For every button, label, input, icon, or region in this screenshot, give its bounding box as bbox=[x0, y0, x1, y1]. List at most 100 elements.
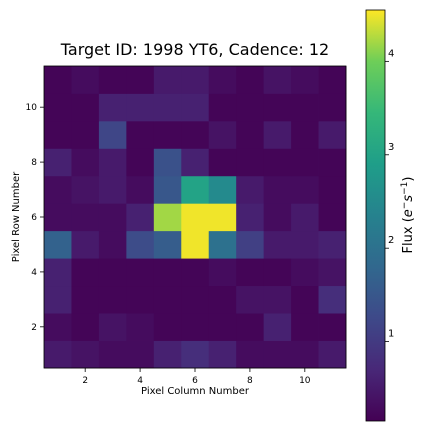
colorbar-ticks: 1 2 3 4 bbox=[385, 48, 394, 343]
colorbar-tick-label: 4 bbox=[388, 48, 394, 59]
heatmap-cell bbox=[263, 93, 292, 122]
heatmap-cell bbox=[181, 285, 210, 314]
heatmap-cell bbox=[236, 285, 265, 314]
heatmap-cell bbox=[236, 93, 265, 122]
heatmap-cell bbox=[291, 230, 319, 259]
heatmap-cell bbox=[98, 93, 127, 122]
x-axis-ticks: 2 4 6 8 10 bbox=[82, 368, 311, 386]
heatmap-cell bbox=[263, 66, 292, 94]
heatmap-cell bbox=[291, 258, 319, 287]
heatmap-cell bbox=[291, 285, 319, 314]
heatmap-cell bbox=[208, 175, 237, 204]
heatmap-cell bbox=[318, 340, 347, 369]
heatmap-cell bbox=[181, 230, 210, 259]
heatmap-cell bbox=[44, 175, 72, 204]
heatmap-cell bbox=[263, 340, 292, 369]
heatmap-cell bbox=[208, 93, 237, 122]
heatmap-cell bbox=[71, 66, 100, 94]
heatmap-cell bbox=[98, 258, 127, 287]
heatmap-cell bbox=[291, 203, 319, 232]
heatmap-cell bbox=[44, 120, 72, 149]
x-tick-label: 4 bbox=[137, 376, 143, 386]
heatmap-cell bbox=[153, 258, 182, 287]
heatmap-cell bbox=[153, 148, 182, 177]
heatmap-cell bbox=[263, 258, 292, 287]
y-axis-ticks: 2 4 6 8 10 bbox=[26, 103, 44, 333]
heatmap-cell bbox=[181, 340, 210, 369]
heatmap-cell bbox=[291, 148, 319, 177]
heatmap-cell bbox=[263, 175, 292, 204]
x-tick-label: 10 bbox=[299, 376, 311, 386]
x-tick-label: 2 bbox=[82, 376, 88, 386]
heatmap-cell bbox=[126, 148, 155, 177]
heatmap-cell bbox=[291, 93, 319, 122]
heatmap-cell bbox=[71, 203, 100, 232]
heatmap-cell bbox=[208, 230, 237, 259]
heatmap-cell bbox=[126, 230, 155, 259]
y-tick-label: 2 bbox=[31, 323, 37, 333]
heatmap-cell bbox=[71, 258, 100, 287]
heatmap-cell bbox=[208, 285, 237, 314]
heatmap-cell bbox=[44, 230, 72, 259]
heatmap-cell bbox=[208, 66, 237, 94]
heatmap-cell bbox=[126, 203, 155, 232]
heatmap-cell bbox=[71, 175, 100, 204]
heatmap-cell bbox=[181, 148, 210, 177]
y-tick-label: 8 bbox=[31, 158, 37, 168]
heatmap-cell bbox=[263, 203, 292, 232]
heatmap-cell bbox=[181, 120, 210, 149]
heatmap-cell bbox=[318, 258, 347, 287]
heatmap-cell bbox=[263, 313, 292, 341]
heatmap-cell bbox=[71, 285, 100, 314]
heatmap-cell bbox=[318, 203, 347, 232]
heatmap-cell bbox=[153, 230, 182, 259]
heatmap-cell bbox=[236, 175, 265, 204]
heatmap-cell bbox=[236, 66, 265, 94]
heatmap-cell bbox=[98, 230, 127, 259]
y-axis-label: Pixel Row Number bbox=[11, 171, 22, 262]
x-axis-label: Pixel Column Number bbox=[141, 386, 250, 397]
heatmap-cell bbox=[98, 120, 127, 149]
heatmap-cell bbox=[318, 175, 347, 204]
heatmap-cell bbox=[71, 120, 100, 149]
heatmap-cell bbox=[98, 203, 127, 232]
heatmap-cell bbox=[263, 230, 292, 259]
heatmap-cell bbox=[208, 258, 237, 287]
heatmap-cell bbox=[71, 313, 100, 341]
heatmap-cell bbox=[208, 340, 237, 369]
heatmap-cell bbox=[71, 148, 100, 177]
heatmap-cell bbox=[236, 313, 265, 341]
heatmap-cell bbox=[318, 285, 347, 314]
heatmap-cell bbox=[181, 175, 210, 204]
heatmap-cell bbox=[98, 175, 127, 204]
heatmap-cell bbox=[71, 230, 100, 259]
heatmap-cell bbox=[44, 66, 72, 94]
heatmap-cell bbox=[236, 340, 265, 369]
heatmap-cell bbox=[236, 203, 265, 232]
heatmap-cell bbox=[126, 93, 155, 122]
heatmap-cell bbox=[126, 66, 155, 94]
heatmap-cell bbox=[98, 340, 127, 369]
colorbar-label: Flux (e−s−1) bbox=[400, 177, 416, 254]
heatmap-cell bbox=[98, 285, 127, 314]
heatmap-cell bbox=[236, 148, 265, 177]
heatmap-cell bbox=[208, 313, 237, 341]
heatmap-cell bbox=[71, 340, 100, 369]
heatmap-cell bbox=[291, 66, 319, 94]
heatmap-cell bbox=[291, 120, 319, 149]
heatmap-cell bbox=[318, 230, 347, 259]
heatmap-cell bbox=[291, 175, 319, 204]
heatmap-cell bbox=[263, 120, 292, 149]
heatmap-cell bbox=[318, 120, 347, 149]
heatmap-cell bbox=[153, 203, 182, 232]
heatmap-cell bbox=[44, 340, 72, 369]
heatmap-cell bbox=[98, 313, 127, 341]
heatmap-cell bbox=[44, 258, 72, 287]
heatmap-cell bbox=[44, 148, 72, 177]
heatmap-cell bbox=[126, 120, 155, 149]
heatmap-cell bbox=[98, 66, 127, 94]
heatmap-cell bbox=[44, 203, 72, 232]
heatmap-cell bbox=[153, 66, 182, 94]
heatmap-cell bbox=[236, 258, 265, 287]
chart-title: Target ID: 1998 YT6, Cadence: 12 bbox=[60, 40, 329, 59]
